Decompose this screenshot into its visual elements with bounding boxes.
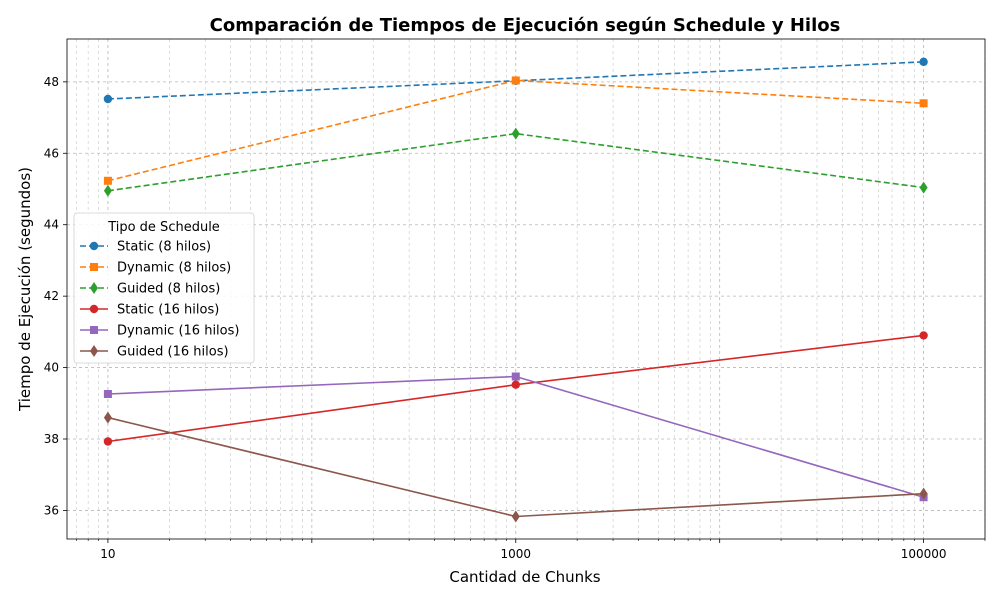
legend-marker <box>90 326 98 334</box>
legend-item: Dynamic (16 hilos) <box>80 324 239 339</box>
data-point <box>511 372 520 381</box>
legend-marker <box>89 241 99 251</box>
y-tick-label: 40 <box>44 361 59 375</box>
series <box>103 76 928 185</box>
legend-box <box>73 212 255 364</box>
data-point <box>103 184 112 197</box>
data-point <box>919 99 928 108</box>
y-tick-label: 46 <box>44 146 59 160</box>
legend-label: Static (8 hilos) <box>117 240 211 255</box>
legend-item: Dynamic (8 hilos) <box>80 261 231 276</box>
legend: Tipo de Schedule Static (8 hilos) Dynamic … <box>73 212 255 364</box>
legend-item: Guided (16 hilos) <box>80 345 229 360</box>
axes: 36 38 40 42 44 46 48 10 1000 100000 <box>44 38 986 561</box>
x-tick-label: 100000 <box>901 547 947 561</box>
series-group <box>103 57 928 523</box>
legend-label: Guided (16 hilos) <box>117 345 229 360</box>
series <box>103 127 928 197</box>
y-tick-label: 38 <box>44 432 59 446</box>
series-line <box>107 132 924 192</box>
data-point <box>103 437 113 446</box>
y-tick-label: 36 <box>44 503 59 517</box>
data-point <box>103 411 112 424</box>
legend-label: Guided (8 hilos) <box>117 282 220 297</box>
data-point <box>511 127 520 140</box>
y-tick-label: 44 <box>44 218 59 232</box>
y-tick-label: 42 <box>44 289 59 303</box>
legend-marker <box>90 345 98 357</box>
data-point <box>103 390 112 398</box>
legend-label: Dynamic (8 hilos) <box>117 261 231 276</box>
data-point <box>919 331 928 340</box>
legend-label: Static (16 hilos) <box>117 303 219 318</box>
legend-marker <box>90 263 98 271</box>
grid <box>67 39 986 539</box>
legend-label: Dynamic (16 hilos) <box>117 324 239 339</box>
x-tick-label: 1000 <box>500 547 531 561</box>
x-tick-label: 10 <box>100 547 115 561</box>
data-point <box>103 94 113 104</box>
data-point <box>919 181 928 194</box>
legend-item: Static (8 hilos) <box>80 240 211 255</box>
chart-title: Comparación de Tiempos de Ejecución segú… <box>210 15 841 36</box>
legend-marker <box>90 282 98 294</box>
legend-marker <box>89 304 99 314</box>
data-point <box>511 76 520 85</box>
data-point <box>919 57 928 67</box>
data-point <box>919 487 928 500</box>
data-point <box>511 380 520 389</box>
legend-title: Tipo de Schedule <box>107 220 220 235</box>
data-point <box>511 510 520 523</box>
legend-item: Guided (8 hilos) <box>80 282 220 297</box>
plot-frame <box>66 38 986 540</box>
series <box>103 411 928 523</box>
y-tick-label: 48 <box>44 75 59 89</box>
legend-item: Static (16 hilos) <box>80 303 219 318</box>
data-point <box>103 176 112 185</box>
series <box>103 331 928 446</box>
series-line <box>107 79 924 182</box>
y-axis-label: Tiempo de Ejecución (segundos) <box>16 167 34 412</box>
x-axis-label: Cantidad de Chunks <box>449 568 600 586</box>
